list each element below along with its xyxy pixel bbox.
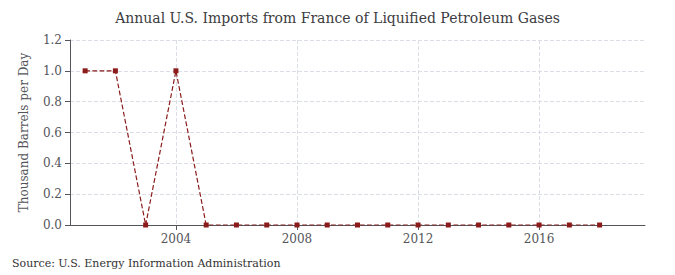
svg-text:Source: U.S. Energy Informatio: Source: U.S. Energy Information Administ… [12,257,280,270]
svg-text:0.8: 0.8 [43,95,62,109]
svg-text:2004: 2004 [161,232,192,246]
svg-text:0.2: 0.2 [43,187,62,201]
svg-text:0.4: 0.4 [43,156,62,170]
svg-text:1.2: 1.2 [43,33,62,47]
svg-text:2016: 2016 [524,232,555,246]
svg-text:2012: 2012 [403,232,434,246]
svg-text:2008: 2008 [282,232,313,246]
svg-text:Annual U.S. Imports from Franc: Annual U.S. Imports from France of Liqui… [114,10,560,26]
svg-text:Thousand Barrels per Day: Thousand Barrels per Day [17,53,31,213]
svg-text:0.0: 0.0 [43,218,62,232]
svg-text:0.6: 0.6 [43,126,62,140]
svg-text:1.0: 1.0 [43,64,62,78]
